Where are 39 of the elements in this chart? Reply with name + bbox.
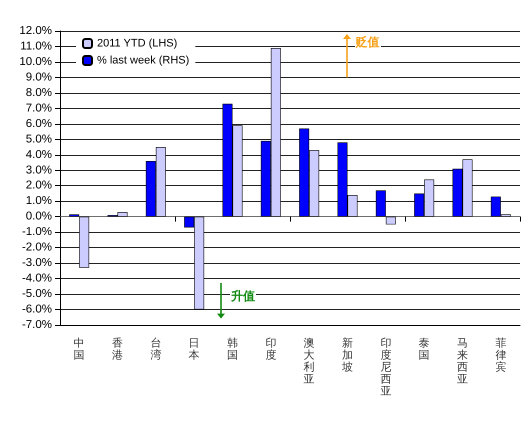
x-tick-label: 马来西亚 bbox=[457, 336, 468, 386]
y-tick-label: -3.0% bbox=[22, 257, 52, 270]
x-tick-label: 菲律宾 bbox=[495, 336, 506, 374]
y-tick-label: -1.0% bbox=[22, 226, 52, 238]
y-tick-label: 2.0% bbox=[26, 180, 52, 192]
x-tick-label: 韩国 bbox=[227, 336, 238, 362]
x-tick-label: 新加坡 bbox=[341, 336, 353, 374]
y-tick-label: 7.0% bbox=[26, 102, 52, 114]
y-tick-label: -2.0% bbox=[22, 242, 52, 254]
bar bbox=[386, 216, 396, 224]
x-tick-label: 澳大利亚 bbox=[304, 336, 315, 386]
x-tick-label: 印度 bbox=[265, 336, 276, 362]
x-tick-label: 日本 bbox=[188, 336, 200, 362]
bar bbox=[376, 190, 386, 217]
y-tick-label: 8.0% bbox=[26, 86, 52, 99]
y-tick-label: 6.0% bbox=[26, 118, 52, 130]
legend-label: 2011 YTD (LHS) bbox=[97, 38, 178, 50]
y-tick-label: -5.0% bbox=[22, 288, 52, 300]
y-tick-label: -7.0% bbox=[22, 319, 52, 331]
y-tick-label: 0.0% bbox=[26, 210, 52, 223]
y-tick-label: 1.0% bbox=[26, 195, 52, 208]
y-tick-label: -4.0% bbox=[22, 272, 52, 285]
x-tick-label: 香港 bbox=[112, 336, 123, 362]
y-tick-label: 12.0% bbox=[19, 25, 52, 37]
y-tick-label: 3.0% bbox=[26, 164, 52, 176]
legend-label: % last week (RHS) bbox=[97, 54, 190, 66]
bar bbox=[79, 216, 90, 268]
x-tick-label: 泰国 bbox=[418, 336, 430, 362]
y-tick-label: -6.0% bbox=[22, 304, 52, 316]
annotation: 升值 bbox=[230, 289, 256, 304]
x-tick-label: 台湾 bbox=[150, 336, 162, 362]
x-tick-label: 印度尼西亚 bbox=[380, 336, 392, 398]
y-tick-label: 9.0% bbox=[26, 71, 52, 84]
annotation: 贬值 bbox=[354, 35, 380, 50]
y-tick-label: 5.0% bbox=[26, 133, 52, 146]
y-tick-label: 11.0% bbox=[20, 40, 52, 52]
y-tick-label: 4.0% bbox=[26, 148, 52, 161]
x-tick-label: 中国 bbox=[74, 336, 85, 362]
y-tick-label: 10.0% bbox=[19, 56, 52, 68]
